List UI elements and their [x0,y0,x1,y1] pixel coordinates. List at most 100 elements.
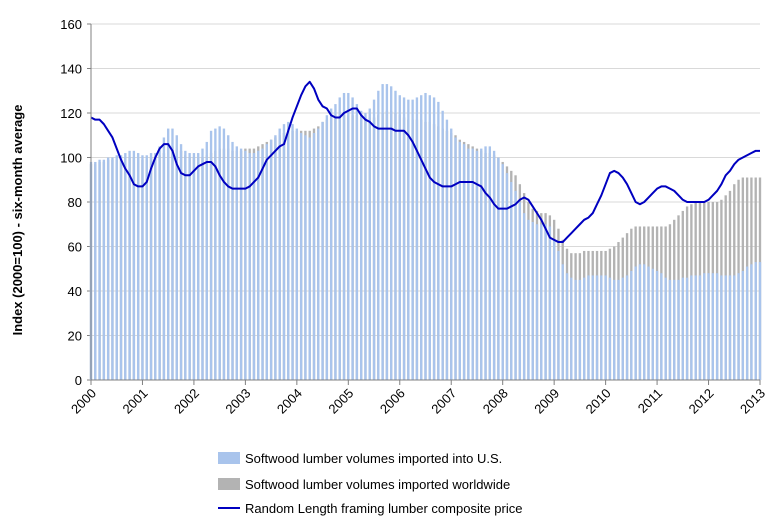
bar-us [497,157,500,380]
bar-us [638,264,642,380]
bar-us [621,277,624,380]
bar-us [377,90,380,380]
bar-us [94,161,97,380]
bar-us [184,150,187,380]
bar-us [287,121,290,381]
bar-us [587,275,590,380]
bar-us [450,128,453,380]
bar-us [407,99,410,381]
bar-us [222,128,226,380]
bar-us [218,126,221,380]
bar-us [304,135,307,380]
bar-us [248,153,251,380]
x-tick-label: 2012 [686,386,717,417]
bar-us [342,92,346,380]
price-line [90,80,760,244]
bar-us [261,148,264,380]
bar-us [677,279,680,380]
bar-us [111,157,114,380]
x-tick-label: 2001 [120,386,151,417]
bar-us [312,133,316,380]
bar-us [372,99,376,381]
bar-us [149,153,153,380]
bar-us [167,128,170,380]
bar-us [359,110,363,381]
x-tick-label: 2003 [222,386,253,417]
bar-us [510,181,513,380]
bar-us [402,97,406,381]
x-tick-label: 2013 [737,386,768,417]
bar-us [604,275,607,380]
bar-us [188,153,191,380]
bar-us [617,279,620,380]
bar-us [235,146,238,380]
bar-us [115,155,118,380]
bar-us [175,135,178,380]
bar-us [269,139,273,380]
x-tick-label: 2000 [68,386,99,417]
bar-us [257,150,260,380]
bar-us [715,273,719,380]
bar-us [231,141,234,380]
bar-us [630,270,633,380]
bar-us [733,275,736,380]
bar-us [299,133,303,380]
bar-us [720,275,723,380]
bar-us [102,159,106,380]
x-tick-labels: 2000 2001 2002 2003 2004 2005 2006 2007 2008 2009… [68,386,768,417]
x-tick-label: 2004 [274,386,305,417]
bar-us [192,153,196,380]
price-line-series [90,80,760,244]
bar-us [158,146,161,380]
bar-us [527,219,530,380]
bar-us [600,275,603,380]
bar-us [424,92,427,380]
bar-us [355,104,359,380]
bar-us [154,153,157,380]
bar-us [480,148,483,380]
bar-us [197,153,200,380]
y-tick-label: 100 [60,151,82,166]
bar-us [655,270,659,380]
bar-us [136,153,140,380]
bar-us [398,95,401,380]
y-tick-label: 0 [75,373,82,388]
bar-us [351,97,354,381]
bar-us [201,148,204,380]
bar-us [338,97,341,381]
bar-us [484,146,487,380]
bar-us [595,275,599,380]
bar-us [745,266,749,380]
bar-us [428,95,431,380]
bars-us-series [89,84,762,381]
bar-us [754,262,757,380]
bar-us [252,153,256,380]
bar-us [711,273,715,380]
bar-us [634,266,637,380]
bar-us [364,113,367,380]
bar-us [227,135,230,380]
bar-us [441,110,444,381]
x-tick-label: 2002 [171,386,202,417]
bar-us [737,273,740,380]
bar-us [685,277,689,380]
gridlines [87,23,760,381]
bar-us [694,275,697,380]
bar-us [244,150,247,380]
bar-us [505,173,509,380]
bar-us [651,268,654,380]
bar-us [647,266,650,380]
bar-us [458,141,461,380]
bar-us [673,279,676,380]
bar-us [119,155,123,380]
legend-item-us: Softwood lumber volumes imported into U.… [218,451,502,466]
bar-us [334,104,337,380]
bar-us [124,153,127,380]
x-tick-label: 2006 [377,386,408,417]
bar-us [368,108,371,381]
bar-us [445,119,449,381]
y-tick-label: 140 [60,62,82,77]
bar-us [145,155,148,380]
